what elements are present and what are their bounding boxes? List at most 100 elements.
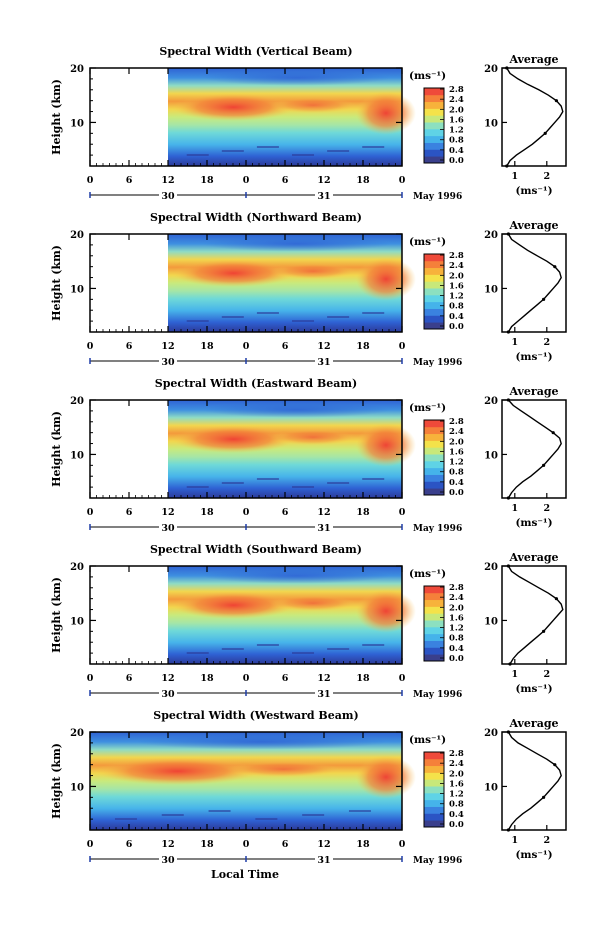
heatmap-field [168, 400, 416, 498]
colorbar-cell [424, 149, 444, 157]
y-tick-label: 20 [70, 64, 84, 75]
heatmap-panel-3: Spectral Width (Southward Beam)2010Heigh… [50, 543, 567, 700]
colorbar-cell [424, 135, 444, 143]
average-unit-label: (ms⁻¹) [515, 517, 552, 529]
colorbar-cell [424, 599, 444, 607]
colorbar-cell [424, 142, 444, 150]
y-tick-label: 20 [70, 230, 84, 241]
colorbar-tick-label: 0.4 [449, 478, 464, 488]
x-tick-label: 12 [317, 341, 330, 352]
y-tick-label: 20 [70, 562, 84, 573]
day-label-bg [159, 190, 177, 200]
day-label: 31 [317, 523, 330, 534]
colorbar-cell [424, 94, 444, 103]
x-tick-label: 18 [200, 673, 214, 684]
month-label: May 1996 [413, 690, 462, 700]
colorbar-tick-label: 0.8 [449, 800, 464, 810]
colorbar-tick-label: 0.4 [449, 146, 464, 156]
average-x-tick-label: 2 [543, 835, 550, 846]
colorbar-tick-label: 2.8 [449, 85, 464, 95]
colorbar-cell [424, 758, 444, 767]
x-tick-label: 18 [200, 507, 214, 518]
colorbar-tick-label: 2.4 [449, 759, 464, 769]
heatmap-streak [221, 482, 244, 484]
colorbar-unit-label: (ms⁻¹) [409, 402, 446, 414]
y-tick-label: 20 [70, 728, 84, 739]
y-tick-label: 10 [70, 118, 84, 129]
x-tick-label: 0 [87, 839, 94, 850]
heatmap-peak-region [356, 91, 416, 135]
average-x-tick-label: 2 [543, 171, 550, 182]
colorbar-cell [424, 281, 444, 289]
colorbar-cell [424, 454, 444, 462]
heatmap-streak [256, 478, 279, 480]
heatmap-streak [256, 312, 279, 314]
day-label-bg [315, 356, 333, 366]
heatmap-peak-region [356, 423, 416, 467]
average-profile-line [507, 565, 564, 665]
x-tick-label: 0 [87, 507, 94, 518]
colorbar-cell [424, 813, 444, 821]
x-tick-label: 12 [317, 673, 330, 684]
colorbar-cell [424, 586, 444, 594]
day-label-bg [159, 688, 177, 698]
colorbar-tick-label: 1.6 [449, 447, 464, 457]
colorbar-cell [424, 779, 444, 787]
average-title: Average [508, 219, 558, 232]
colorbar-cell [424, 799, 444, 807]
heatmap-peak-region [356, 755, 416, 799]
colorbar-tick-label: 0.8 [449, 634, 464, 644]
heatmap-peak-region [270, 595, 356, 612]
colorbar-tick-label: 2.8 [449, 749, 464, 759]
heatmap-streak [255, 818, 278, 820]
colorbar-cell [424, 792, 444, 801]
day-label-bg [159, 854, 177, 864]
x-tick-label: 6 [126, 175, 133, 186]
colorbar-cell [424, 765, 444, 773]
day-label-bg [315, 522, 333, 532]
heatmap-low-region [203, 401, 391, 418]
colorbar-tick-label: 2.4 [449, 261, 464, 271]
colorbar-cell [424, 772, 444, 780]
average-profile-point [542, 297, 546, 301]
month-label: May 1996 [413, 856, 462, 866]
colorbar-cell [424, 433, 444, 441]
colorbar-cell [424, 488, 444, 496]
y-axis-label: Height (km) [50, 743, 63, 819]
x-tick-label: 6 [126, 341, 133, 352]
heatmap-streak [114, 818, 137, 820]
average-profile-point [506, 828, 510, 832]
day-label: 30 [161, 523, 175, 534]
x-tick-label: 6 [282, 507, 289, 518]
heatmap-streak [292, 154, 315, 156]
heatmap-streak [186, 652, 209, 654]
colorbar-tick-label: 0.4 [449, 312, 464, 322]
colorbar-cell [424, 315, 444, 323]
day-label-bg [159, 522, 177, 532]
average-profile-point [553, 265, 557, 269]
y-tick-label: 10 [70, 284, 84, 295]
y-axis-label: Height (km) [50, 577, 63, 653]
average-profile-point [554, 99, 559, 103]
heatmap-streak [362, 644, 385, 646]
panel-title: Spectral Width (Vertical Beam) [159, 45, 352, 58]
average-unit-label: (ms⁻¹) [515, 185, 552, 197]
y-tick-label: 10 [70, 616, 84, 627]
heatmap-peak-region [270, 97, 356, 114]
average-x-tick-label: 1 [511, 503, 518, 514]
x-tick-label: 6 [126, 673, 133, 684]
heatmap-streak [256, 644, 279, 646]
colorbar-cell [424, 288, 444, 296]
heatmap-streak [327, 316, 350, 318]
average-profile-point [506, 496, 510, 500]
colorbar-tick-label: 0.0 [449, 488, 464, 498]
heatmap-streak [292, 320, 315, 322]
colorbar-cell [424, 592, 444, 601]
colorbar-tick-label: 2.8 [449, 417, 464, 427]
heatmap-peak-region [96, 757, 259, 785]
colorbar-tick-label: 1.2 [449, 292, 464, 302]
y-tick-label: 10 [70, 782, 84, 793]
heatmap-panel-4: Spectral Width (Westward Beam)2010Height… [50, 709, 567, 866]
colorbar-tick-label: 0.8 [449, 302, 464, 312]
